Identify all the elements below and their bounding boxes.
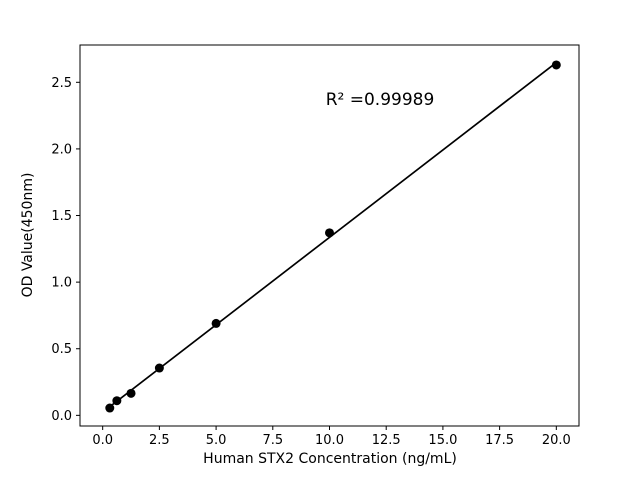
x-tick-label: 20.0 — [542, 433, 571, 448]
x-tick-label: 7.5 — [262, 433, 283, 448]
x-tick-label: 12.5 — [372, 433, 401, 448]
data-point — [211, 318, 221, 328]
x-tick-label: 15.0 — [428, 433, 457, 448]
y-tick-label: 1.0 — [51, 276, 72, 291]
x-tick-label: 0.0 — [92, 433, 113, 448]
x-tick-label: 17.5 — [485, 433, 514, 448]
x-tick-label: 2.5 — [149, 433, 170, 448]
y-tick-label: 0.5 — [51, 342, 72, 357]
y-tick-label: 2.0 — [51, 142, 72, 157]
y-tick-label: 1.5 — [51, 209, 72, 224]
y-axis-label: OD Value(450nm) — [20, 172, 36, 298]
data-point — [551, 60, 561, 70]
data-point — [126, 388, 136, 398]
data-point — [154, 363, 164, 373]
data-point — [105, 403, 115, 413]
data-point — [112, 396, 122, 406]
y-tick-label: 2.5 — [51, 76, 72, 91]
x-axis-label: Human STX2 Concentration (ng/mL) — [203, 451, 457, 467]
x-tick-label: 10.0 — [315, 433, 344, 448]
r-squared-annotation: R² =0.99989 — [325, 90, 435, 110]
y-tick-label: 0.0 — [51, 409, 72, 424]
x-tick-label: 5.0 — [206, 433, 227, 448]
data-point — [325, 228, 334, 238]
